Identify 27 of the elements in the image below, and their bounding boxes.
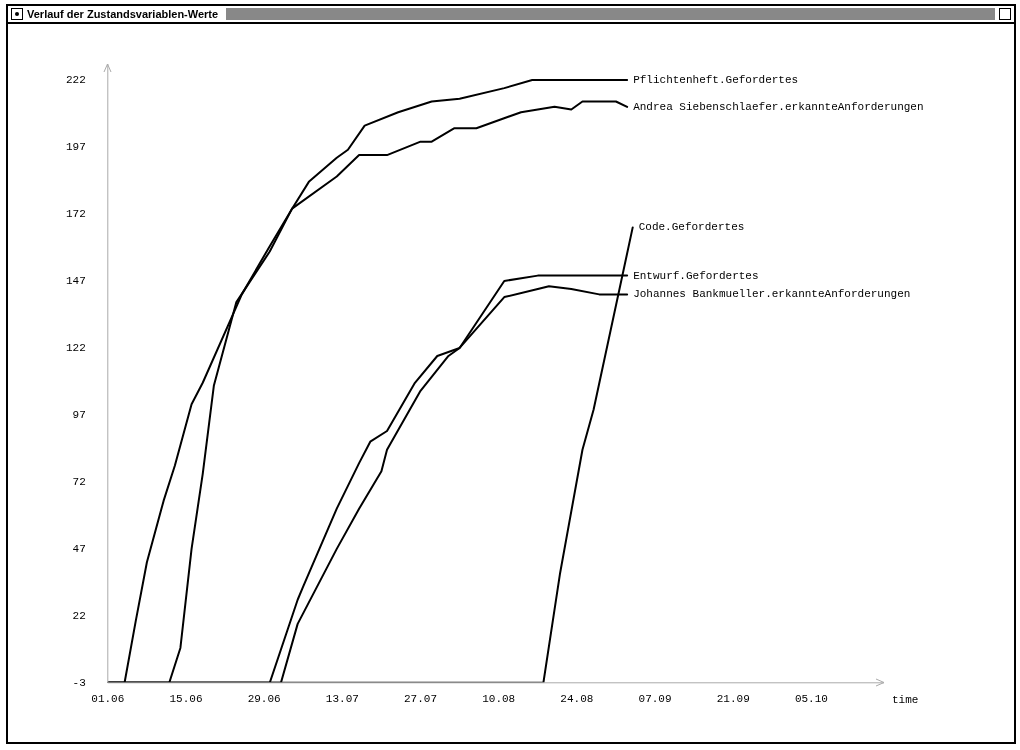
x-tick-label: 29.06 — [247, 693, 281, 706]
y-tick-label: 97 — [72, 408, 86, 421]
x-tick-label: 13.07 — [325, 693, 359, 706]
y-tick-label: -3 — [72, 676, 86, 689]
series-label: Entwurf.Gefordertes — [633, 269, 759, 282]
x-tick-label: 01.06 — [91, 693, 125, 706]
y-tick-label: 172 — [65, 207, 86, 220]
x-tick-label: 27.07 — [404, 693, 438, 706]
y-tick-label: 72 — [72, 475, 86, 488]
series-label: Johannes Bankmueller.erkannteAnforderungen — [633, 288, 911, 301]
series-label: Andrea Siebenschlaefer.erkannteAnforderungen — [633, 100, 924, 113]
y-tick-label: 47 — [72, 542, 86, 555]
x-tick-label: 07.09 — [638, 693, 672, 706]
x-tick-label: 15.06 — [169, 693, 203, 706]
y-tick-label: 197 — [65, 140, 86, 153]
x-tick-label: 24.08 — [560, 693, 594, 706]
chart-title: Verlauf der Zustandsvariablen-Werte — [27, 8, 219, 20]
y-tick-label: 122 — [65, 341, 86, 354]
x-axis-title: time — [892, 694, 919, 707]
x-tick-label: 21.09 — [716, 693, 750, 706]
x-tick-label: 10.08 — [482, 693, 516, 706]
x-tick-label: 05.10 — [794, 693, 828, 706]
y-tick-label: 22 — [72, 609, 86, 622]
y-tick-label: 147 — [65, 274, 86, 287]
series-label: Pflichtenheft.Gefordertes — [633, 73, 799, 86]
series-label: Code.Gefordertes — [638, 221, 745, 234]
y-tick-label: 222 — [65, 73, 86, 86]
